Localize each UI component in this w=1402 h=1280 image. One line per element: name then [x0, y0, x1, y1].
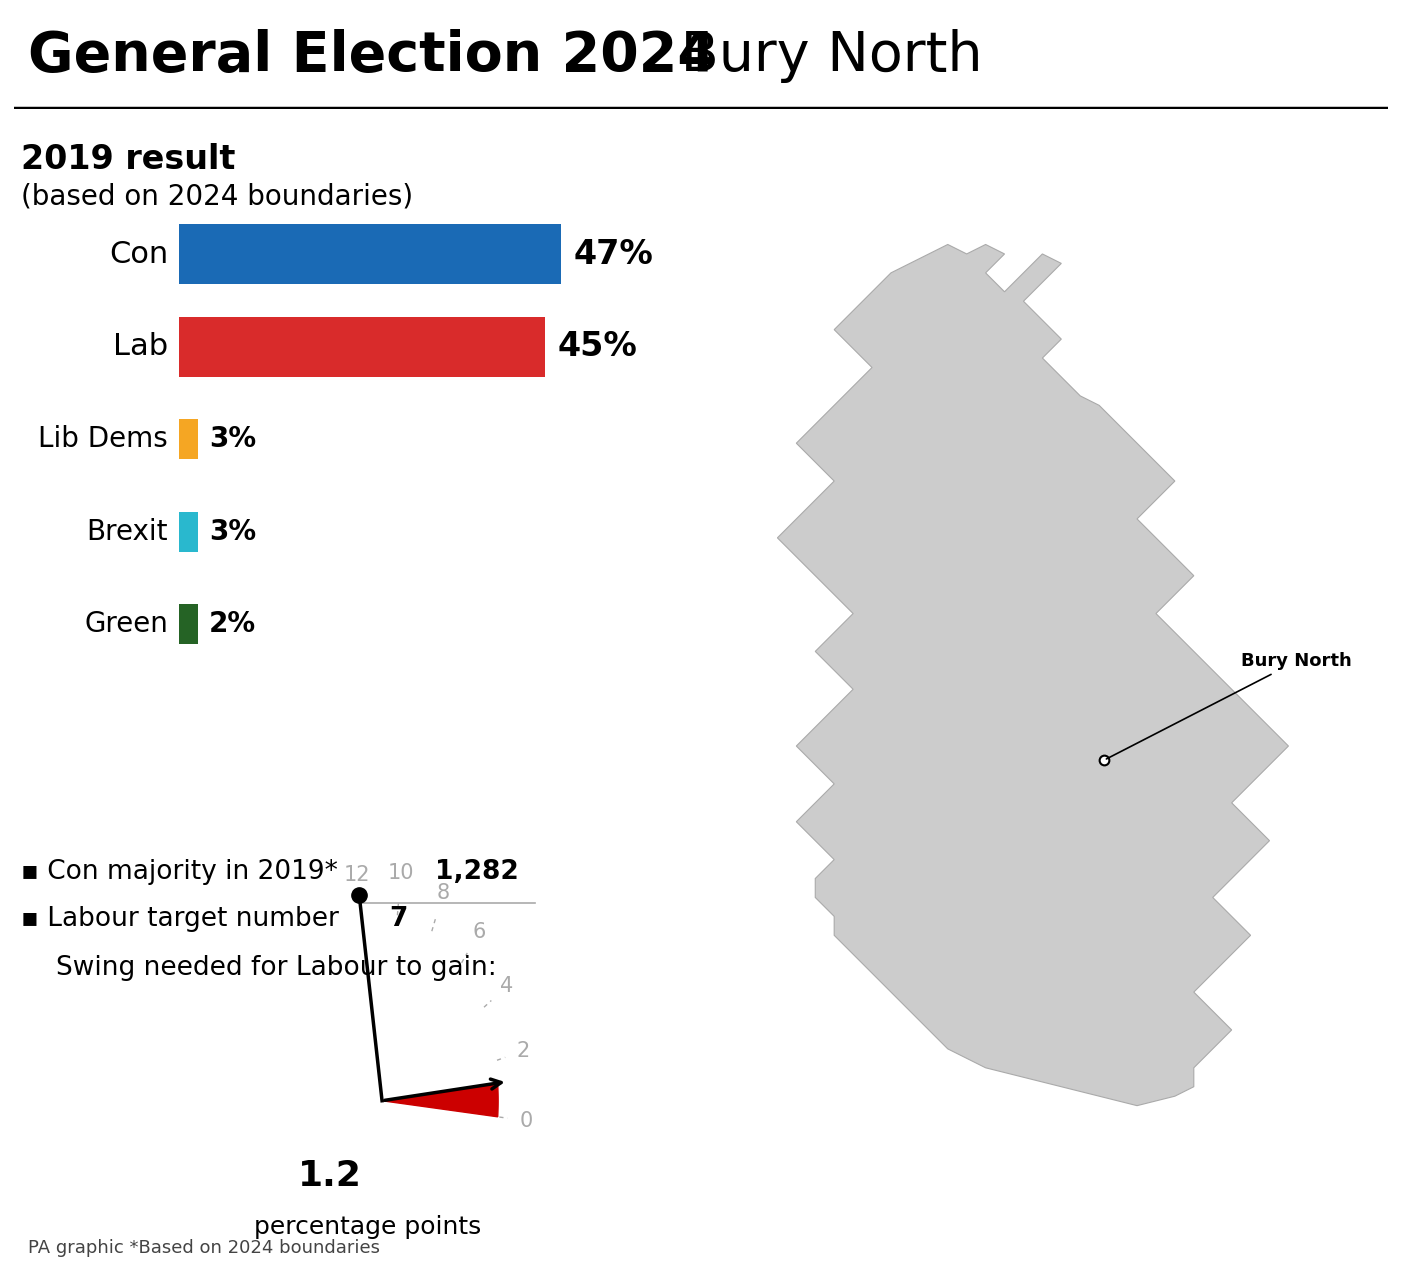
Bar	[179, 512, 199, 552]
Bar	[179, 316, 544, 376]
Text: Bury North: Bury North	[1106, 653, 1352, 759]
Text: 1.2: 1.2	[297, 1160, 362, 1193]
Text: 10: 10	[387, 863, 414, 883]
Text: Brexit: Brexit	[87, 517, 168, 545]
Text: 7: 7	[390, 906, 408, 932]
Bar	[179, 604, 199, 644]
Text: Lab: Lab	[114, 333, 168, 361]
Text: 0: 0	[519, 1111, 533, 1130]
Text: 12: 12	[343, 865, 370, 884]
Text: ▪ Labour target number: ▪ Labour target number	[21, 906, 348, 932]
Polygon shape	[778, 244, 1288, 1106]
Text: Con: Con	[109, 239, 168, 269]
Text: 3%: 3%	[209, 517, 257, 545]
Text: Swing needed for Labour to gain:: Swing needed for Labour to gain:	[56, 955, 496, 982]
Text: 8: 8	[436, 883, 450, 902]
Bar	[179, 420, 199, 460]
Text: Bury North: Bury North	[663, 28, 983, 83]
Text: 3%: 3%	[209, 425, 257, 453]
Text: 2: 2	[516, 1041, 530, 1061]
Text: 1,282: 1,282	[435, 859, 519, 886]
Bar	[179, 224, 561, 284]
Polygon shape	[381, 1083, 498, 1117]
Text: PA graphic *Based on 2024 boundaries: PA graphic *Based on 2024 boundaries	[28, 1239, 380, 1257]
Text: General Election 2024: General Election 2024	[28, 28, 715, 83]
Text: 45%: 45%	[557, 330, 637, 364]
Text: 47%: 47%	[573, 238, 653, 271]
Text: ▪ Con majority in 2019*: ▪ Con majority in 2019*	[21, 859, 346, 886]
Text: Lib Dems: Lib Dems	[38, 425, 168, 453]
Text: Green: Green	[84, 611, 168, 639]
Text: (based on 2024 boundaries): (based on 2024 boundaries)	[21, 182, 414, 210]
Text: 4: 4	[501, 977, 513, 996]
Text: 2019 result: 2019 result	[21, 143, 236, 177]
Text: 2%: 2%	[209, 611, 257, 639]
Text: percentage points: percentage points	[254, 1215, 482, 1239]
Text: 6: 6	[472, 922, 486, 942]
